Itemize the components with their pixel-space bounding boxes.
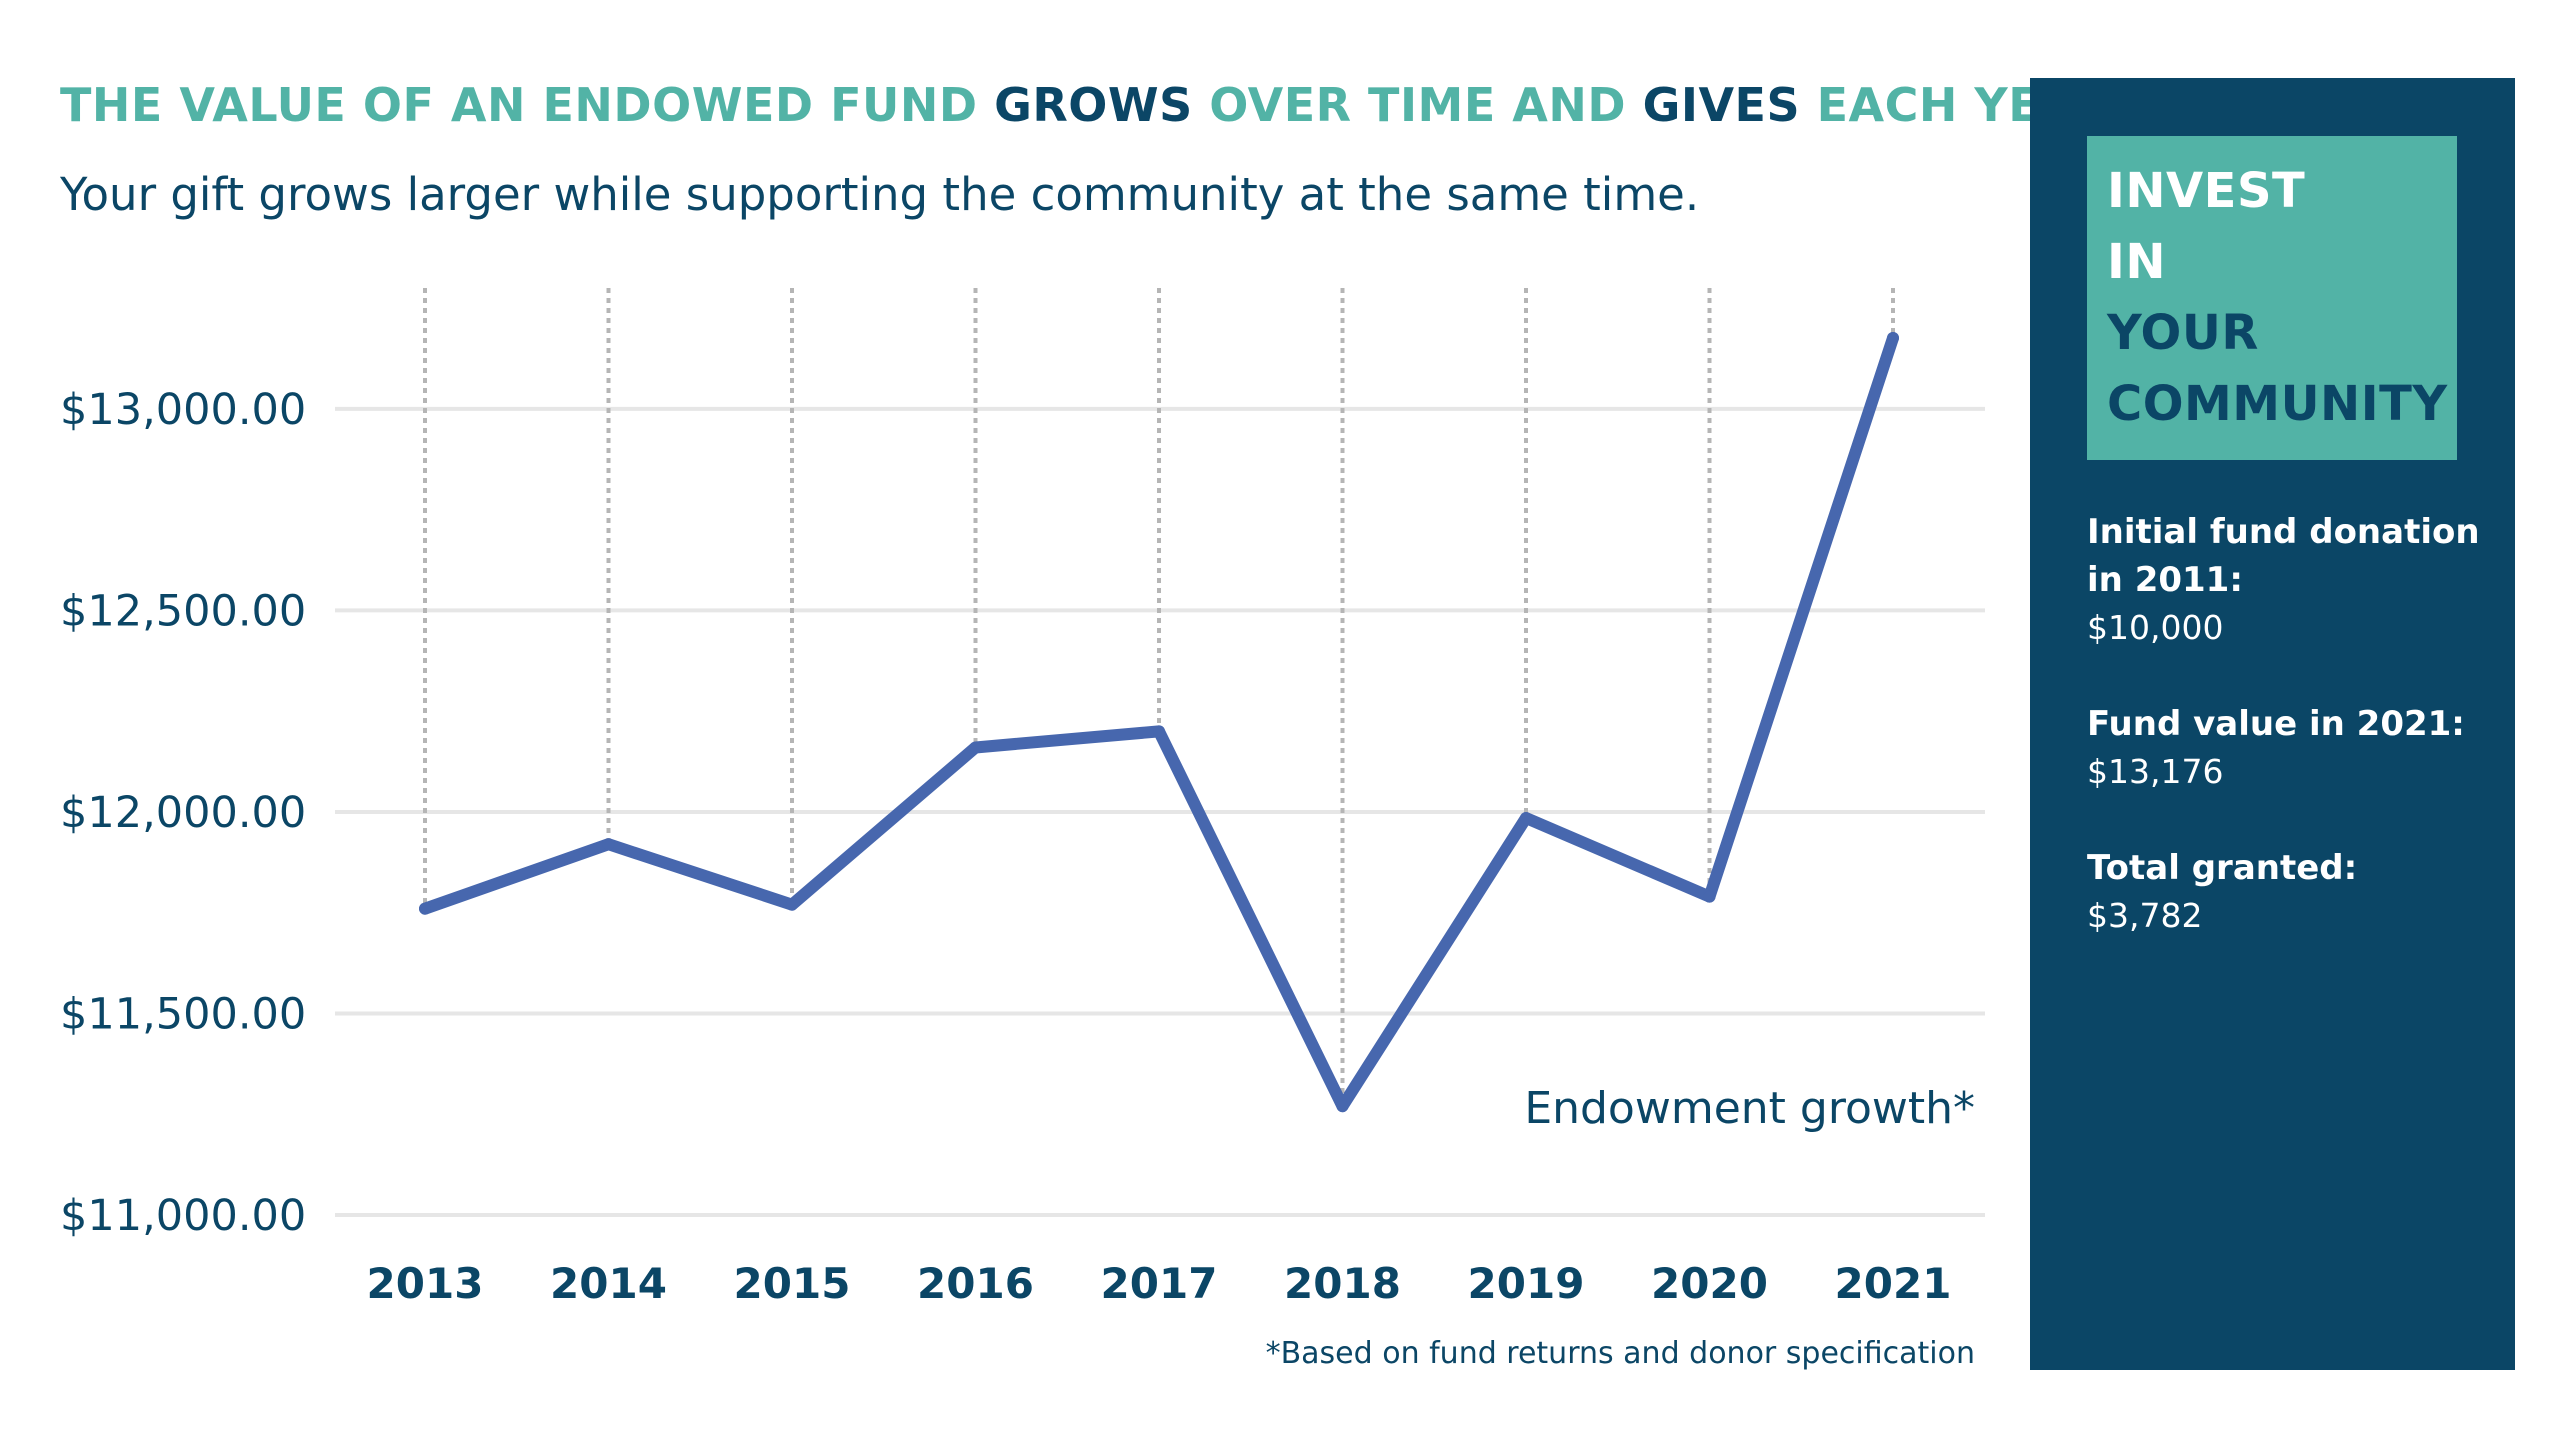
x-tick-label: 2017	[1101, 1259, 1218, 1308]
y-tick-label: $11,500.00	[60, 989, 306, 1039]
stat-label: Fund value in 2021:	[2087, 704, 2465, 744]
stat-value: $10,000	[2087, 608, 2224, 647]
fund-stats: Initial fund donation in 2011: $10,000 F…	[2087, 508, 2497, 988]
sidebar-panel: INVEST IN YOUR COMMUNITY Initial fund do…	[2030, 78, 2515, 1370]
y-tick-label: $13,000.00	[60, 385, 306, 435]
y-tick-label: $12,000.00	[60, 788, 306, 838]
invest-callout: INVEST IN YOUR COMMUNITY	[2087, 136, 2457, 460]
invest-heading-line: YOUR	[2107, 305, 2259, 361]
data-point	[786, 898, 798, 911]
data-point	[1153, 725, 1165, 738]
series-label: Endowment growth*	[1524, 1083, 1975, 1134]
y-tick-label: $12,500.00	[60, 586, 306, 636]
title-part-emphasis: GIVES	[1642, 78, 1801, 132]
title-part: OVER TIME AND	[1192, 78, 1643, 132]
page-subtitle: Your gift grows larger while supporting …	[60, 168, 1700, 221]
x-tick-label: 2018	[1284, 1259, 1401, 1308]
invest-heading-line: COMMUNITY	[2107, 376, 2448, 432]
data-point	[1887, 331, 1899, 344]
stat-total-granted: Total granted: $3,782	[2087, 844, 2497, 940]
stat-label: Initial fund donation in 2011:	[2087, 512, 2480, 600]
stat-initial-donation: Initial fund donation in 2011: $10,000	[2087, 508, 2497, 652]
invest-heading-line: INVEST	[2107, 163, 2306, 219]
y-tick-label: $11,000.00	[60, 1191, 306, 1241]
x-tick-label: 2019	[1468, 1259, 1585, 1308]
x-tick-label: 2015	[734, 1259, 851, 1308]
data-point	[1520, 812, 1532, 825]
data-point	[1336, 1100, 1349, 1113]
x-tick-label: 2020	[1651, 1259, 1768, 1308]
x-tick-label: 2014	[550, 1259, 667, 1308]
stat-fund-value: Fund value in 2021: $13,176	[2087, 700, 2497, 796]
stat-label: Total granted:	[2087, 848, 2358, 888]
data-point	[969, 741, 982, 754]
stat-value: $13,176	[2087, 752, 2224, 791]
invest-heading-line: IN	[2107, 234, 2167, 290]
x-tick-label: 2013	[367, 1259, 484, 1308]
data-point	[1703, 890, 1716, 903]
stat-value: $3,782	[2087, 896, 2203, 935]
endowment-line-chart: $11,000.00 $11,500.00 $12,000.00 $12,500.00…	[60, 288, 1985, 1371]
title-part-emphasis: GROWS	[994, 78, 1193, 132]
chart-footnote: *Based on fund returns and donor specifi…	[1266, 1336, 1975, 1371]
data-point	[602, 838, 615, 851]
x-tick-label: 2021	[1835, 1259, 1952, 1308]
page-title: THE VALUE OF AN ENDOWED FUND GROWS OVER …	[60, 78, 2112, 132]
data-point	[419, 902, 431, 915]
x-tick-label: 2016	[917, 1259, 1034, 1308]
title-part: THE VALUE OF AN ENDOWED FUND	[60, 78, 995, 132]
